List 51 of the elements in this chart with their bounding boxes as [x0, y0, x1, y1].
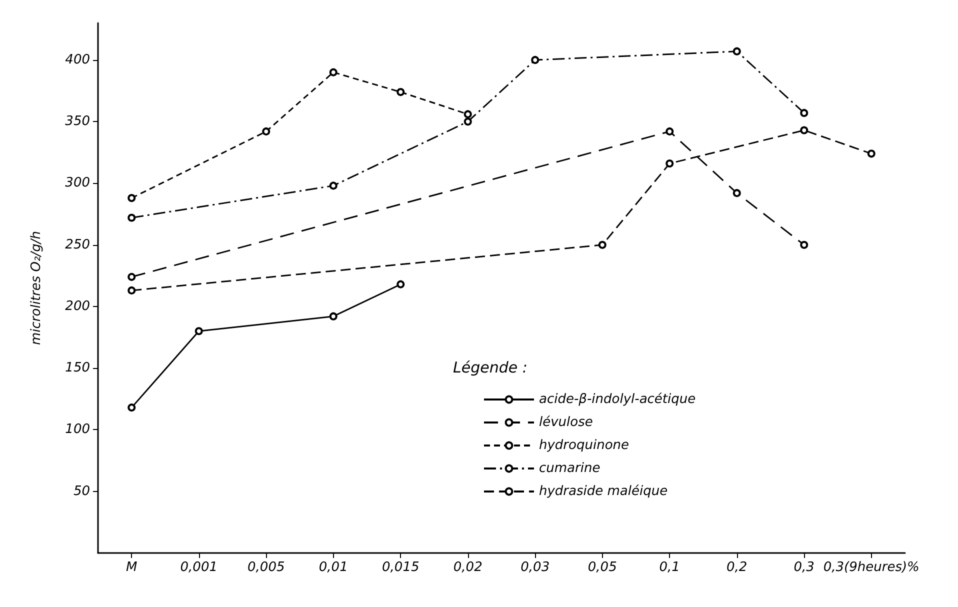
point	[396, 280, 405, 288]
x-tick-label: 0,01	[318, 560, 348, 575]
point	[666, 160, 674, 168]
point	[194, 327, 203, 336]
point	[464, 110, 472, 118]
legend-label: cumarine	[539, 461, 600, 476]
legend-label: lévulose	[539, 415, 593, 430]
point	[396, 88, 405, 96]
point	[329, 68, 338, 76]
x-tick-label: 0,2	[726, 560, 748, 575]
point	[128, 272, 136, 281]
y-tick-label: 100	[65, 422, 90, 438]
y-tick-label: 200	[65, 298, 90, 314]
point	[128, 404, 136, 412]
x-tick-label: 0,001	[180, 560, 218, 575]
x-tick-label: 0,005	[248, 560, 285, 575]
point	[262, 127, 270, 136]
x-tick-label: 0,02	[453, 560, 482, 575]
y-tick-label: 250	[65, 237, 90, 252]
point	[732, 189, 741, 198]
point	[128, 194, 136, 202]
y-tick-label: 400	[65, 52, 90, 68]
point	[800, 240, 808, 249]
x-tick-label: M	[126, 560, 138, 575]
point	[867, 150, 876, 158]
point	[531, 56, 540, 64]
point	[732, 47, 741, 56]
y-axis-title: microlitres O₂/g/h	[29, 231, 44, 345]
point	[128, 286, 136, 294]
point	[598, 240, 606, 249]
y-tick-label: 50	[73, 484, 90, 499]
point	[800, 108, 808, 117]
point	[800, 126, 808, 134]
point	[666, 127, 674, 136]
x-tick-label: 0,1	[659, 560, 680, 575]
legend-label: hydraside maléique	[539, 484, 668, 499]
legend-label: acide-β-indolyl-acétique	[539, 392, 696, 407]
point	[329, 312, 338, 320]
y-tick-label: 150	[65, 360, 90, 376]
x-tick-label: 0,05	[588, 560, 617, 575]
point	[464, 118, 472, 126]
x-tick-label: 0,3(9heures)%	[823, 560, 920, 575]
legend-title: Légende :	[453, 358, 528, 376]
point	[329, 182, 338, 190]
y-tick-label: 350	[65, 114, 90, 130]
point	[128, 214, 136, 222]
x-tick-label: 0,03	[520, 560, 550, 575]
x-tick-label: 0,3	[794, 560, 814, 575]
legend-label: hydroquinone	[539, 438, 630, 453]
y-tick-label: 300	[65, 176, 90, 191]
x-tick-label: 0,015	[382, 560, 420, 575]
